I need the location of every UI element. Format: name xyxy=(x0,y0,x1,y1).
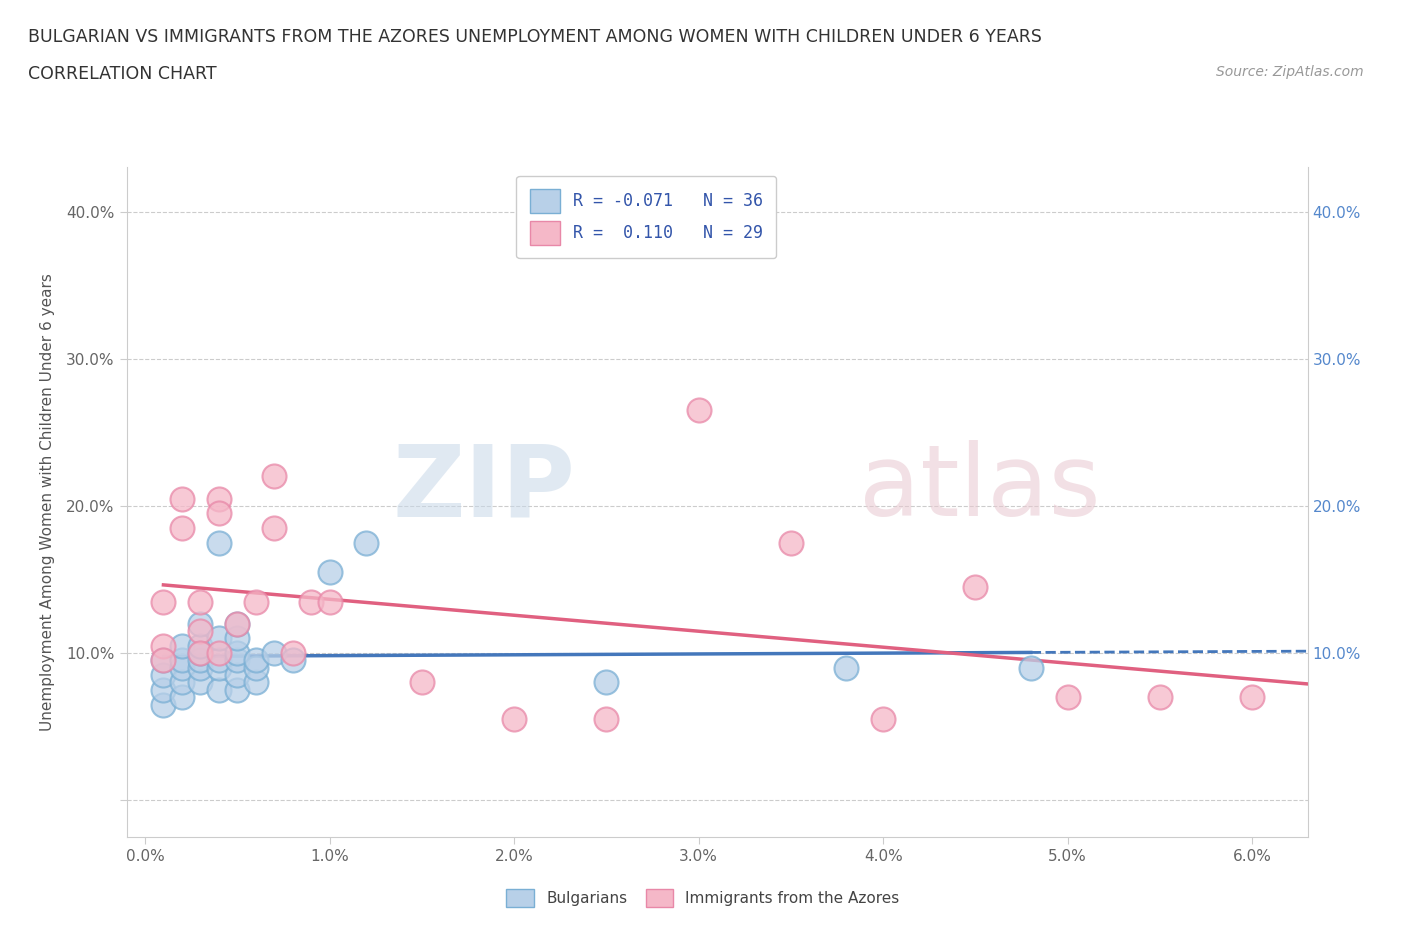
Point xyxy=(170,521,193,536)
Point xyxy=(208,631,231,645)
Point xyxy=(208,645,231,660)
Point xyxy=(152,594,174,609)
Point xyxy=(188,653,211,668)
Point xyxy=(152,638,174,653)
Point xyxy=(595,675,617,690)
Point xyxy=(188,645,211,660)
Point xyxy=(226,631,249,645)
Point xyxy=(188,594,211,609)
Point xyxy=(152,653,174,668)
Point xyxy=(226,617,249,631)
Text: CORRELATION CHART: CORRELATION CHART xyxy=(28,65,217,83)
Point xyxy=(281,645,304,660)
Point xyxy=(188,638,211,653)
Point xyxy=(226,653,249,668)
Point xyxy=(595,711,617,726)
Text: ZIP: ZIP xyxy=(392,440,575,538)
Point xyxy=(208,683,231,698)
Point xyxy=(245,675,267,690)
Point xyxy=(1149,690,1171,705)
Point xyxy=(226,645,249,660)
Point xyxy=(152,683,174,698)
Text: BULGARIAN VS IMMIGRANTS FROM THE AZORES UNEMPLOYMENT AMONG WOMEN WITH CHILDREN U: BULGARIAN VS IMMIGRANTS FROM THE AZORES … xyxy=(28,28,1042,46)
Point xyxy=(188,617,211,631)
Point xyxy=(1056,690,1078,705)
Point xyxy=(245,653,267,668)
Point xyxy=(503,711,526,726)
Point xyxy=(779,536,801,551)
Point xyxy=(170,690,193,705)
Point xyxy=(188,660,211,675)
Point xyxy=(208,491,231,506)
Y-axis label: Unemployment Among Women with Children Under 6 years: Unemployment Among Women with Children U… xyxy=(41,273,55,731)
Point xyxy=(170,491,193,506)
Point xyxy=(263,469,285,484)
Point xyxy=(170,675,193,690)
Point xyxy=(263,645,285,660)
Point xyxy=(208,536,231,551)
Point xyxy=(872,711,894,726)
Point xyxy=(226,683,249,698)
Text: Source: ZipAtlas.com: Source: ZipAtlas.com xyxy=(1216,65,1364,79)
Point xyxy=(208,653,231,668)
Text: atlas: atlas xyxy=(859,440,1101,538)
Point xyxy=(318,565,340,579)
Point xyxy=(208,660,231,675)
Point xyxy=(299,594,322,609)
Point xyxy=(1241,690,1264,705)
Point xyxy=(152,668,174,683)
Point xyxy=(152,698,174,712)
Point xyxy=(1019,660,1042,675)
Point xyxy=(263,521,285,536)
Point xyxy=(965,579,987,594)
Point xyxy=(281,653,304,668)
Point xyxy=(188,623,211,638)
Point xyxy=(245,594,267,609)
Point xyxy=(188,645,211,660)
Point xyxy=(170,660,193,675)
Point xyxy=(152,653,174,668)
Point xyxy=(208,506,231,521)
Point xyxy=(170,638,193,653)
Point xyxy=(170,653,193,668)
Point xyxy=(226,617,249,631)
Point xyxy=(356,536,378,551)
Point xyxy=(688,403,710,418)
Point xyxy=(835,660,858,675)
Point xyxy=(411,675,433,690)
Point xyxy=(188,675,211,690)
Legend: R = -0.071   N = 36, R =  0.110   N = 29: R = -0.071 N = 36, R = 0.110 N = 29 xyxy=(516,176,776,258)
Point xyxy=(318,594,340,609)
Point xyxy=(1333,698,1355,712)
Legend: Bulgarians, Immigrants from the Azores: Bulgarians, Immigrants from the Azores xyxy=(501,884,905,913)
Point xyxy=(226,668,249,683)
Point xyxy=(245,660,267,675)
